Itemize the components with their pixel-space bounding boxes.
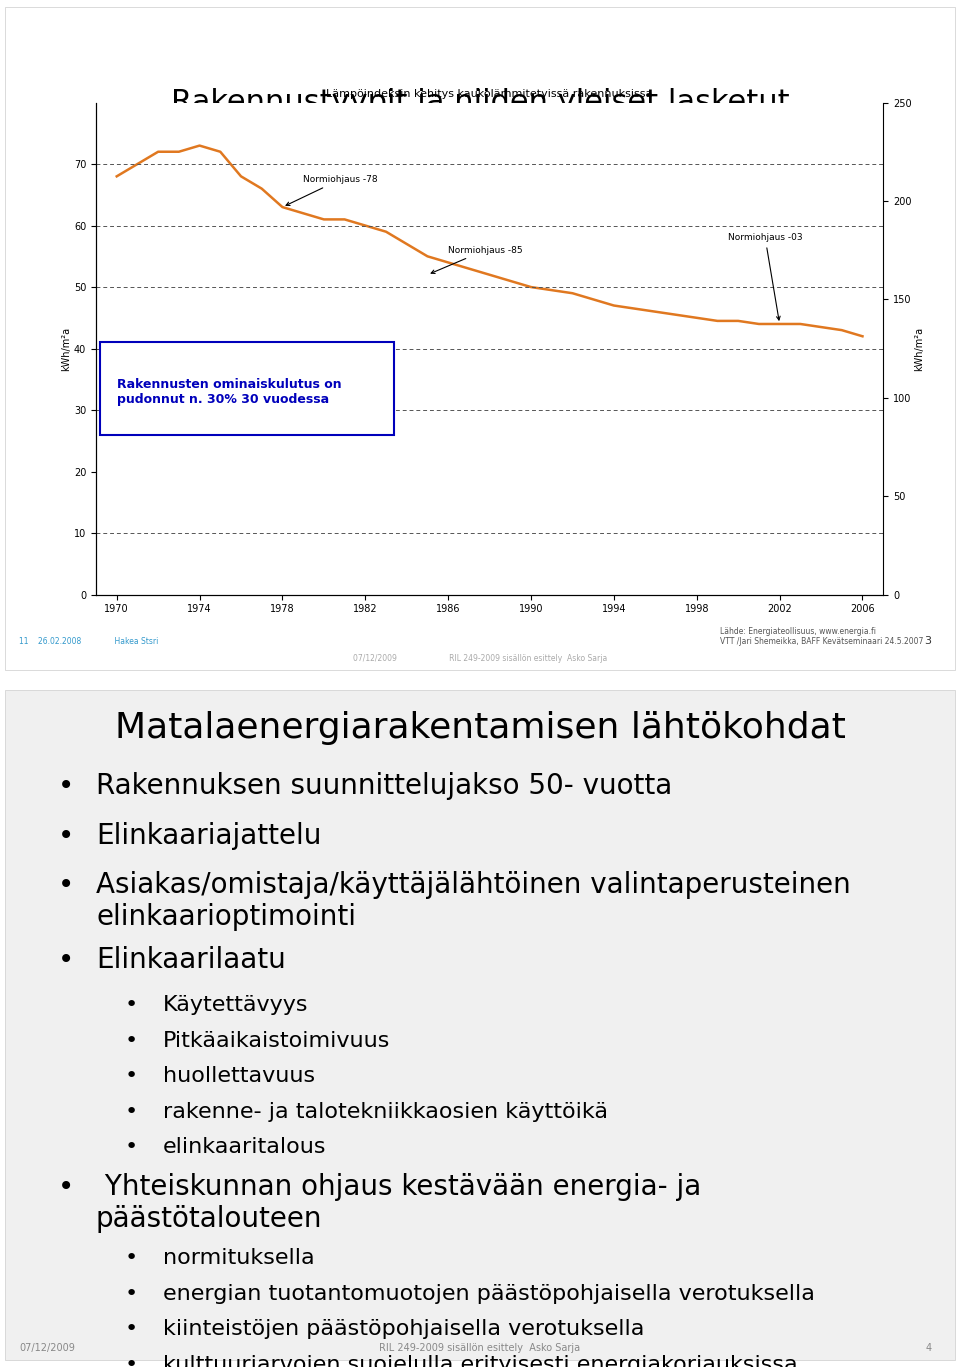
Text: 11    26.02.2008              Hakea Stsri: 11 26.02.2008 Hakea Stsri [19,637,158,647]
FancyBboxPatch shape [100,342,395,435]
Text: Elinkaarilaatu: Elinkaarilaatu [96,946,286,973]
Text: 4: 4 [925,1344,931,1353]
Text: Rakennuksen suunnittelujakso 50- vuotta: Rakennuksen suunnittelujakso 50- vuotta [96,772,672,800]
Text: •: • [125,1066,138,1087]
Title: Lämpöindeksin kehitys kaukolämmitetyissä rakennuksissa: Lämpöindeksin kehitys kaukolämmitetyissä… [326,89,653,98]
Text: •: • [125,1319,138,1340]
Text: •: • [58,822,74,849]
Text: Elinkaariajattelu: Elinkaariajattelu [96,822,322,849]
Text: •: • [125,1284,138,1304]
Text: •: • [58,871,74,898]
Text: 07/12/2009                      RIL 249-2009 sisällön esittely  Asko Sarja: 07/12/2009 RIL 249-2009 sisällön esittel… [353,655,607,663]
Text: Pitkäaikaistoimivuus: Pitkäaikaistoimivuus [163,1031,391,1051]
Text: energian tuotantomuotojen päästöpohjaisella verotuksella: energian tuotantomuotojen päästöpohjaise… [163,1284,815,1304]
Text: Asiakas/omistaja/käyttäjälähtöinen valintaperusteinen
elinkaarioptimointi: Asiakas/omistaja/käyttäjälähtöinen valin… [96,871,851,931]
Text: kiinteistöjen päästöpohjaisella verotuksella: kiinteistöjen päästöpohjaisella verotuks… [163,1319,644,1340]
Text: Rakennusten ominaiskulutus on
pudonnut n. 30% 30 vuodessa: Rakennusten ominaiskulutus on pudonnut n… [117,377,342,406]
Text: •: • [125,1102,138,1122]
Text: Rakennustyypit ja niiden yleiset lasketut
energiatehokkuusluokat (ET-luokat).: Rakennustyypit ja niiden yleiset lasketu… [171,87,789,150]
Text: Normiohjaus -85: Normiohjaus -85 [431,246,523,273]
Y-axis label: kWh/m²a: kWh/m²a [914,327,924,370]
Text: •: • [125,1355,138,1367]
Text: •: • [125,995,138,1016]
Text: Yhteiskunnan ohjaus kestävään energia- ja
päästötalouteen: Yhteiskunnan ohjaus kestävään energia- j… [96,1173,701,1233]
Text: 3: 3 [924,636,931,647]
Text: Normiohjaus -78: Normiohjaus -78 [286,175,378,205]
Text: elinkaaritalous: elinkaaritalous [163,1137,326,1158]
Text: Lähde: Energiateollisuus, www.energia.fi
VTT /Jari Shemeikka, BAFF Kevätseminaar: Lähde: Energiateollisuus, www.energia.fi… [720,627,924,647]
Text: huollettavuus: huollettavuus [163,1066,315,1087]
Text: •: • [125,1137,138,1158]
Text: Normiohjaus -03: Normiohjaus -03 [728,234,803,320]
Text: kulttuuriarvojen suojelulla erityisesti energiakorjauksissa: kulttuuriarvojen suojelulla erityisesti … [163,1355,798,1367]
Text: •: • [125,1248,138,1269]
Text: normituksella: normituksella [163,1248,315,1269]
Text: 07/12/2009: 07/12/2009 [19,1344,75,1353]
Text: •: • [58,946,74,973]
Text: Matalaenergiarakentamisen lähtökohdat: Matalaenergiarakentamisen lähtökohdat [114,711,846,745]
Text: RIL 249-2009 sisällön esittely  Asko Sarja: RIL 249-2009 sisällön esittely Asko Sarj… [379,1344,581,1353]
Text: •: • [58,772,74,800]
FancyBboxPatch shape [5,7,955,670]
Text: Käytettävyys: Käytettävyys [163,995,309,1016]
Y-axis label: kWh/m²a: kWh/m²a [61,327,71,370]
FancyBboxPatch shape [5,690,955,1360]
Text: rakenne- ja talotekniikkaosien käyttöikä: rakenne- ja talotekniikkaosien käyttöikä [163,1102,609,1122]
Text: •: • [58,1173,74,1200]
Text: •: • [125,1031,138,1051]
